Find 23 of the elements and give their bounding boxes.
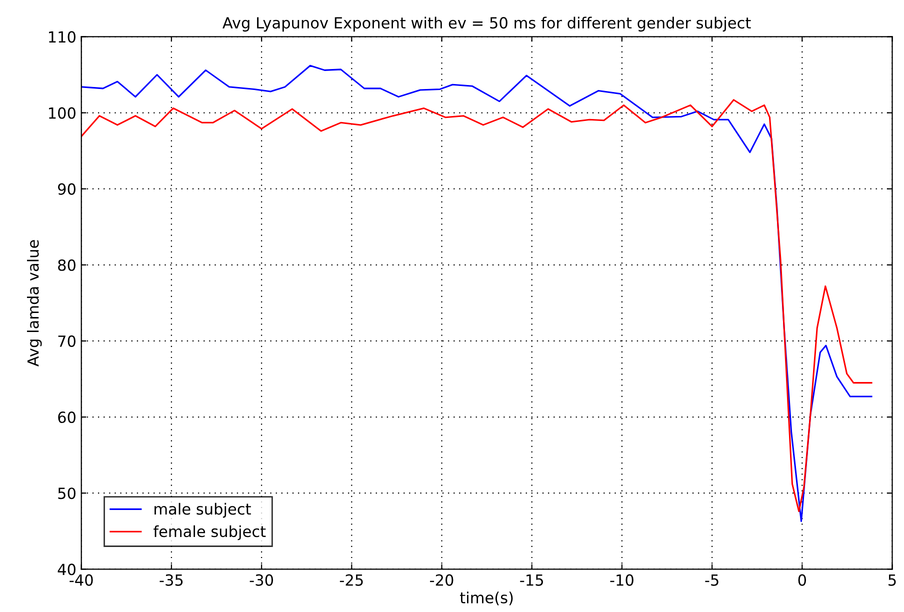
y-axis-title: Avg lamda value <box>26 240 42 366</box>
x-tick-label: -15 <box>520 574 543 586</box>
x-tick-label: -35 <box>160 574 183 586</box>
x-axis-title: time(s) <box>460 592 513 606</box>
y-tick-label: 110 <box>49 31 76 43</box>
y-tick-label: 40 <box>58 564 76 576</box>
y-tick-label: 80 <box>58 259 76 271</box>
y-tick-label: 50 <box>58 488 76 500</box>
x-tick-label: -30 <box>250 574 274 586</box>
y-tick-label: 70 <box>58 335 76 347</box>
x-tick-label: 5 <box>888 574 896 586</box>
y-tick-label: 90 <box>58 183 76 195</box>
y-tick-label: 60 <box>58 412 76 424</box>
legend-label: male subject <box>154 502 251 518</box>
x-tick-label: -5 <box>705 574 718 586</box>
x-tick-label: -10 <box>610 574 634 586</box>
x-tick-label: 0 <box>798 574 806 586</box>
chart-title: Avg Lyapunov Exponent with ev = 50 ms for different gender subject <box>222 16 751 32</box>
x-tick-label: -25 <box>340 574 363 586</box>
x-tick-label: -40 <box>70 574 93 586</box>
legend-label: female subject <box>154 525 266 540</box>
y-tick-label: 100 <box>49 107 76 119</box>
x-tick-label: -20 <box>430 574 454 586</box>
